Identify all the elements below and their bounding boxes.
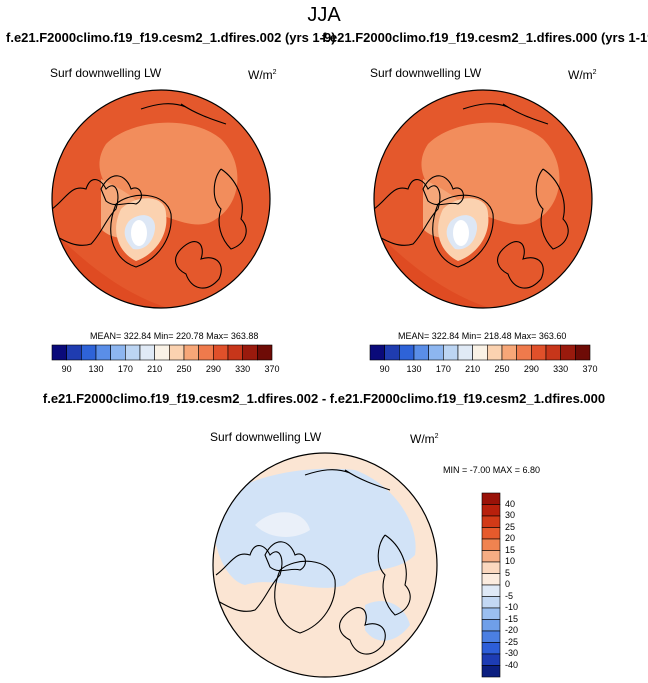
colorbar-swatch <box>481 653 501 666</box>
colorbar-tick-label: -30 <box>505 648 519 658</box>
colorbar-swatch <box>575 344 591 361</box>
coastlines <box>215 469 411 655</box>
coastline-segment <box>274 560 336 634</box>
stats-right: MEAN= 322.84 Min= 218.48 Max= 363.60 <box>398 331 567 341</box>
variable-label-left: Surf downwelling LW <box>50 66 162 80</box>
colorbar-swatch <box>481 538 501 551</box>
coastline-segment <box>377 534 411 616</box>
colorbar-tick-label: 370 <box>582 364 598 374</box>
coastlines <box>374 103 569 289</box>
stats-diff: MIN = -7.00 MAX = 6.80 <box>443 465 541 475</box>
colorbar-tick-label: -5 <box>505 590 514 601</box>
colorbar-swatch <box>257 344 273 361</box>
colorbar-swatch <box>481 619 501 632</box>
colorbar-tick-label: 0 <box>505 579 511 589</box>
coastline-segment <box>110 194 172 268</box>
colorbar-tick-label: 130 <box>406 364 422 374</box>
colorbar-swatch <box>481 607 501 620</box>
colorbar-tick-label: 370 <box>264 364 280 374</box>
coastline-segment <box>339 607 386 655</box>
coastline-segment <box>432 194 494 268</box>
colorbar-left <box>51 344 273 361</box>
colorbar-swatch <box>481 596 501 609</box>
coastline-segment <box>462 103 509 110</box>
colorbar-right <box>369 344 591 361</box>
colorbar-tick-label: 250 <box>494 364 510 374</box>
units-label-right: W/m2 <box>568 68 597 82</box>
colorbar-tick-label: 250 <box>176 364 192 374</box>
colorbar-tick-label: 90 <box>379 364 390 374</box>
colorbar-tick-label: 290 <box>205 364 221 374</box>
difference-title: f.e21.F2000climo.f19_f19.cesm2_1.dfires.… <box>42 391 606 406</box>
field-near-zero <box>255 512 310 537</box>
page-title: JJA <box>307 4 341 26</box>
colorbar-tick-label: -10 <box>505 602 519 612</box>
coastline-segment <box>264 541 306 572</box>
colorbar-tick-label: 30 <box>505 510 516 520</box>
field-negative <box>213 468 416 588</box>
colorbar-tick-label: 330 <box>553 364 569 374</box>
colorbar-tick-label: 15 <box>505 544 516 555</box>
colorbar-tick-label: 10 <box>505 556 516 566</box>
coastline-segment <box>374 179 441 246</box>
colorbar-diff <box>481 492 501 678</box>
colorbar-tick-label: 290 <box>523 364 539 374</box>
colorbar-tick-label: -20 <box>505 625 519 635</box>
colorbar-tick-label: 170 <box>435 364 451 374</box>
coastline-segment <box>497 241 544 289</box>
colorbar-swatch <box>481 561 501 574</box>
colorbar-tick-label: -15 <box>505 613 519 624</box>
colorbar-tick-label: 90 <box>61 364 72 374</box>
coastline-segment <box>213 168 247 250</box>
colorbar-tick-label: 20 <box>505 533 516 543</box>
colorbar-tick-label: -40 <box>505 659 519 670</box>
colorbar-tick-label: -25 <box>505 636 519 647</box>
colorbar-swatch <box>481 492 501 505</box>
variable-label-diff: Surf downwelling LW <box>210 430 322 444</box>
colorbar-tick-label: 210 <box>465 364 481 374</box>
colorbar-swatch <box>481 665 501 678</box>
colorbar-tick-label: 130 <box>88 364 104 374</box>
colorbar-tick-label: 210 <box>147 364 163 374</box>
colorbar-swatch <box>481 642 501 655</box>
colorbar-swatch <box>481 630 501 643</box>
coastline-segment <box>535 168 569 250</box>
units-label-diff: W/m2 <box>410 432 439 446</box>
units-label-left: W/m2 <box>248 68 277 82</box>
coastline-segment <box>100 175 142 206</box>
case-title-left: f.e21.F2000climo.f19_f19.cesm2_1.dfires.… <box>6 30 336 45</box>
colorbar-swatch <box>481 573 501 586</box>
colorbar-tick-label: 170 <box>117 364 133 374</box>
colorbar-tick-label: 25 <box>505 521 516 532</box>
colorbar-swatch <box>481 515 501 528</box>
stats-left: MEAN= 322.84 Min= 220.78 Max= 363.88 <box>90 331 259 341</box>
coastlines <box>52 103 247 289</box>
coastline-segment <box>140 103 187 110</box>
field-greenland-core <box>131 220 147 246</box>
colorbar-tick-label: 330 <box>235 364 251 374</box>
colorbar-tick-label: 40 <box>505 498 516 509</box>
field-greenland-core <box>453 220 469 246</box>
case-title-right: f.e21.F2000climo.f19_f19.cesm2_1.dfires.… <box>322 30 648 45</box>
colorbar-tick-label: 5 <box>505 567 511 578</box>
coastline-segment <box>52 179 119 246</box>
colorbar-swatch <box>481 527 501 540</box>
colorbar-swatch <box>481 550 501 563</box>
field-negative-eur <box>365 601 410 641</box>
colorbar-swatch <box>481 504 501 517</box>
coastline-segment <box>304 469 351 476</box>
colorbar-swatch <box>481 584 501 597</box>
variable-label-right: Surf downwelling LW <box>370 66 482 80</box>
coastline-segment <box>175 241 222 289</box>
coastline-segment <box>422 175 464 206</box>
coastline-segment <box>215 545 283 612</box>
